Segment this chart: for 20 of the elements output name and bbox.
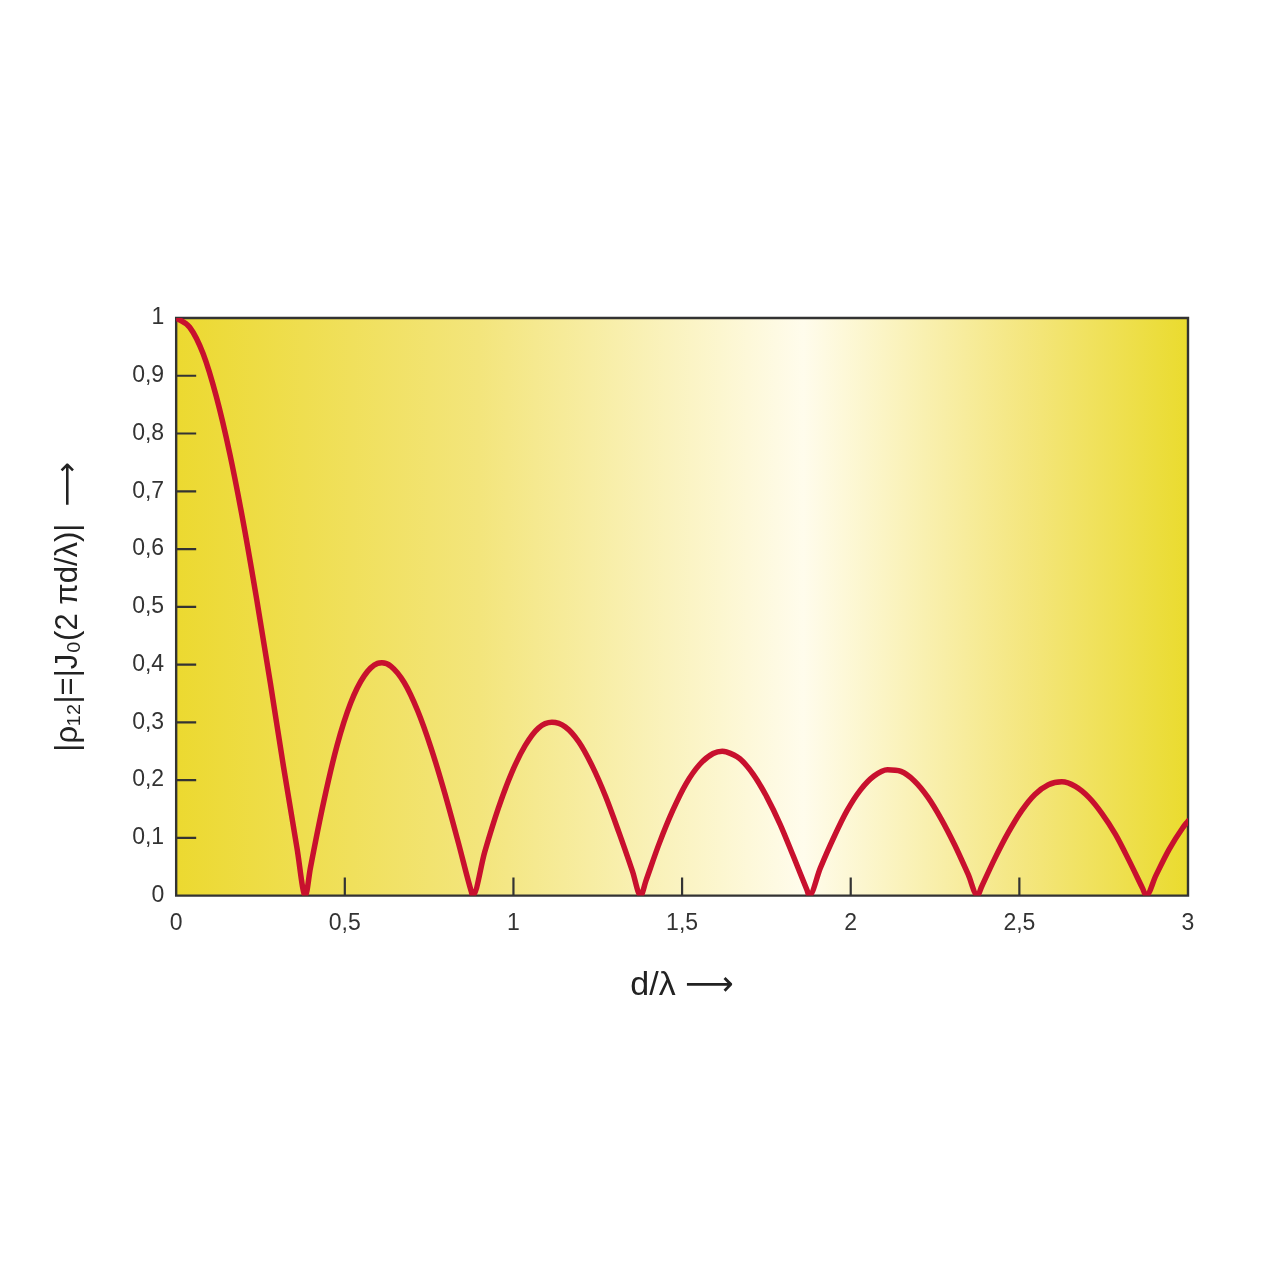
x-tick-label: 0,5 [328, 908, 361, 935]
y-tick-label: 0,1 [132, 823, 165, 850]
x-tick-label: 1,5 [666, 908, 699, 935]
y-axis-title: |ρ₁₂|=|J₀(2 πd/λ)| ⟶ [49, 461, 85, 752]
x-axis-title: d/λ ⟶ [630, 963, 734, 1002]
y-tick-label: 0,9 [132, 361, 165, 388]
y-tick-label: 0 [151, 880, 165, 907]
y-tick-label: 0,6 [132, 534, 165, 561]
y-tick-label: 0,3 [132, 707, 165, 734]
x-tick-label: 1 [507, 908, 520, 935]
x-tick-label: 0 [169, 908, 183, 935]
y-tick-label: 1 [151, 303, 165, 330]
x-tick-label: 3 [1181, 908, 1195, 935]
x-tick-label: 2,5 [1003, 908, 1036, 935]
y-tick-label: 0,8 [132, 418, 165, 445]
y-tick-label: 0,7 [132, 476, 165, 503]
y-tick-label: 0,5 [132, 592, 165, 619]
y-tick-label: 0,2 [132, 765, 165, 792]
x-tick-label: 2 [844, 908, 858, 935]
y-tick-label: 0,4 [132, 649, 165, 676]
